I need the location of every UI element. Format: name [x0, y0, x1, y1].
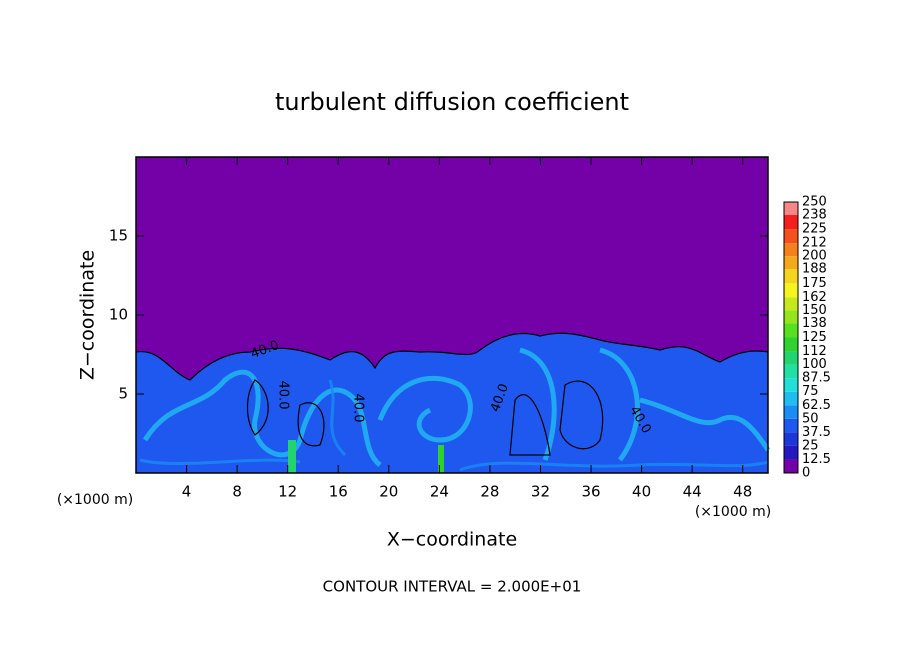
colorbar-label: 162 [802, 290, 827, 305]
x-tick-label: 20 [379, 483, 398, 501]
colorbar-bin [784, 297, 798, 311]
colorbar-bin [784, 364, 798, 379]
colorbar-bin [784, 256, 798, 270]
field-patch [438, 445, 444, 473]
x-tick-label: 40 [632, 483, 651, 501]
field-region [136, 333, 768, 473]
y-tick-label: 15 [109, 227, 128, 245]
colorbar-bin [784, 351, 798, 365]
colorbar-label: 25 [802, 438, 819, 453]
colorbar-bin [784, 283, 798, 298]
colorbar-label: 150 [802, 303, 827, 318]
y-axis-label: Z−coordinate [77, 250, 99, 380]
colorbar-label: 12.5 [802, 452, 831, 467]
colorbar-bin [784, 215, 798, 230]
colorbar-bin [784, 310, 798, 324]
colorbar-label: 250 [802, 195, 827, 210]
colorbar-bin [784, 269, 798, 284]
colorbar-label: 87.5 [802, 371, 831, 386]
x-tick-label: 24 [430, 483, 449, 501]
contour-label: 40.0 [276, 381, 291, 410]
colorbar-label: 112 [802, 344, 827, 359]
field-swirl [142, 347, 771, 467]
colorbar-label: 200 [802, 249, 827, 264]
x-tick-label: 16 [329, 483, 348, 501]
colorbar-frame [783, 201, 799, 474]
colorbar-bin [784, 229, 798, 244]
colorbar-label: 175 [802, 276, 827, 291]
colorbar-label: 100 [802, 357, 827, 372]
colorbar-label: 62.5 [802, 398, 831, 413]
colorbar-label: 75 [802, 384, 819, 399]
colorbar-label: 138 [802, 316, 827, 331]
colorbar-bin [784, 378, 798, 392]
colorbar-label: 225 [802, 222, 827, 237]
colorbar-bin [784, 418, 798, 433]
colorbar-label: 0 [802, 466, 810, 481]
footnote: CONTOUR INTERVAL = 2.000E+01 [323, 578, 582, 596]
colorbar-label: 37.5 [802, 425, 831, 440]
colorbar-bin [784, 243, 798, 257]
colorbar-bin [784, 337, 798, 352]
contour-line [135, 332, 769, 381]
x-tick-label: 8 [232, 483, 242, 501]
x-tick-label: 12 [278, 483, 297, 501]
colorbar-bin [784, 459, 798, 473]
x-tick-label: 44 [683, 483, 702, 501]
colorbar-label: 125 [802, 330, 827, 345]
colorbar-bin [784, 405, 798, 419]
colorbar-bin [784, 445, 798, 460]
y-tick-label: 5 [118, 385, 128, 403]
colorbar-label: 238 [802, 208, 827, 223]
x-tick-label: 36 [581, 483, 600, 501]
colorbar-label: 212 [802, 236, 827, 251]
x-unit-label: (×1000 m) [695, 504, 771, 520]
x-unit-label: (×1000 m) [57, 492, 133, 508]
colorbar-label: 50 [802, 411, 819, 426]
colorbar-bin [784, 432, 798, 446]
x-tick-label: 32 [531, 483, 550, 501]
field-patch [288, 440, 296, 473]
chart-title: turbulent diffusion coefficient [275, 88, 629, 116]
x-axis-label: X−coordinate [387, 529, 517, 551]
field-swirl [139, 379, 769, 472]
contour-label: 40.0 [351, 394, 366, 423]
x-tick-label: 28 [480, 483, 499, 501]
x-tick-label: 4 [182, 483, 192, 501]
colorbar-bin [784, 323, 798, 338]
colorbar-label: 188 [802, 262, 827, 277]
colorbar-bin [784, 391, 798, 406]
x-tick-label: 48 [733, 483, 752, 501]
colorbar-bin [784, 202, 798, 216]
y-tick-label: 10 [109, 306, 128, 324]
contour-line [246, 379, 604, 456]
